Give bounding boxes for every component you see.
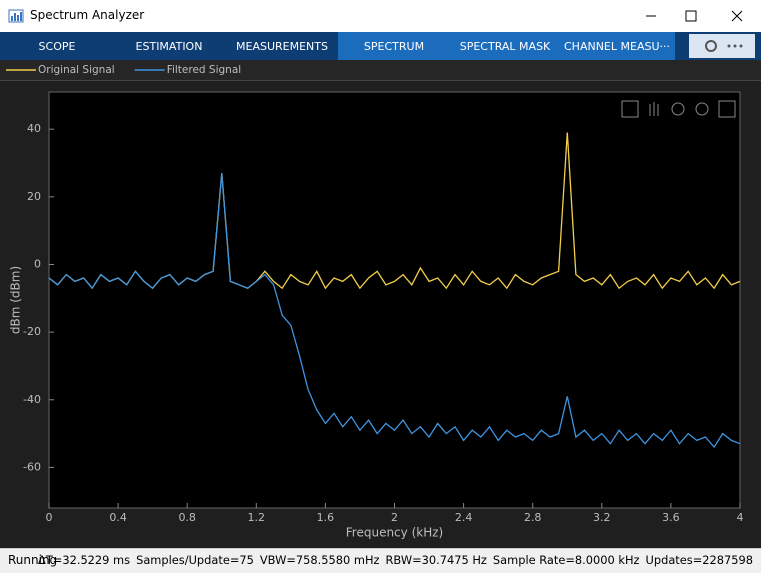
x-tick-label: 1.2 [248,511,266,524]
status-item: ΔT=32.5229 ms [38,553,131,567]
y-tick-label: 20 [27,190,41,203]
legend-label: Filtered Signal [167,64,242,76]
x-axis-label: Frequency (kHz) [346,526,443,540]
x-tick-label: 4 [737,511,744,524]
window-controls[interactable] [640,8,755,24]
tab[interactable]: SPECTRUM [363,40,425,53]
status-item: RBW=30.7475 Hz [385,553,487,567]
y-axis-label: dBm (dBm) [9,266,23,334]
y-tick-label: -60 [23,460,41,473]
tab-group [338,32,675,60]
toolstrip: SCOPE ESTIMATION MEASUREMENTS SPECTRUM SPECT… [0,32,761,60]
status-item: VBW=758.5580 mHz [259,553,380,567]
status-bar: Running ΔT=32.5229 ms Samples/Update=75 VB… [0,548,761,573]
x-tick-label: 2.8 [524,511,542,524]
app-icon [8,9,24,23]
title-bar: Spectrum Analyzer [0,0,761,32]
y-tick-label: 40 [27,122,41,135]
status-item: Samples/Update=75 [136,553,254,567]
plot: -60 -40 -20 0 20 40 0 0.4 0.8 1.2 1.6 2 2.4 2.8 3.2 3.6… [9,91,744,540]
status-item: Sample Rate=8.0000 kHz [492,553,640,567]
axes-toolbar[interactable] [621,100,736,118]
status-state: Running [8,553,58,567]
tab[interactable]: ESTIMATION [135,40,203,53]
tab[interactable]: CHANNEL MEASU··· [564,40,670,53]
tab[interactable]: SPECTRAL MASK [459,40,551,53]
legend-bar: Original Signal Filtered Signal [0,60,761,81]
status-items: ΔT=32.5229 ms Samples/Update=75 VBW=758.55… [38,553,753,567]
tab[interactable]: MEASUREMENTS [236,40,328,53]
legend: Original Signal Filtered Signal [6,64,242,76]
x-tick-label: 0.8 [178,511,196,524]
x-tick-label: 2 [391,511,398,524]
axes [48,91,741,509]
y-tick-label: -40 [23,393,41,406]
window-title: Spectrum Analyzer [30,8,145,22]
status-item: Updates=2287598 [645,553,753,567]
toolstrip-buttons[interactable] [683,34,755,58]
x-tick-label: 3.2 [593,511,611,524]
y-tick-label: -20 [23,325,41,338]
x-tick-label: 0 [46,511,53,524]
legend-label: Original Signal [38,64,115,76]
x-tick-label: 2.4 [455,511,473,524]
x-tick-label: 1.6 [317,511,335,524]
tab[interactable]: SCOPE [38,40,76,53]
x-tick-label: 3.6 [662,511,680,524]
y-tick-label: 0 [34,257,41,270]
series-line [48,173,741,449]
x-tick-label: 0.4 [109,511,127,524]
